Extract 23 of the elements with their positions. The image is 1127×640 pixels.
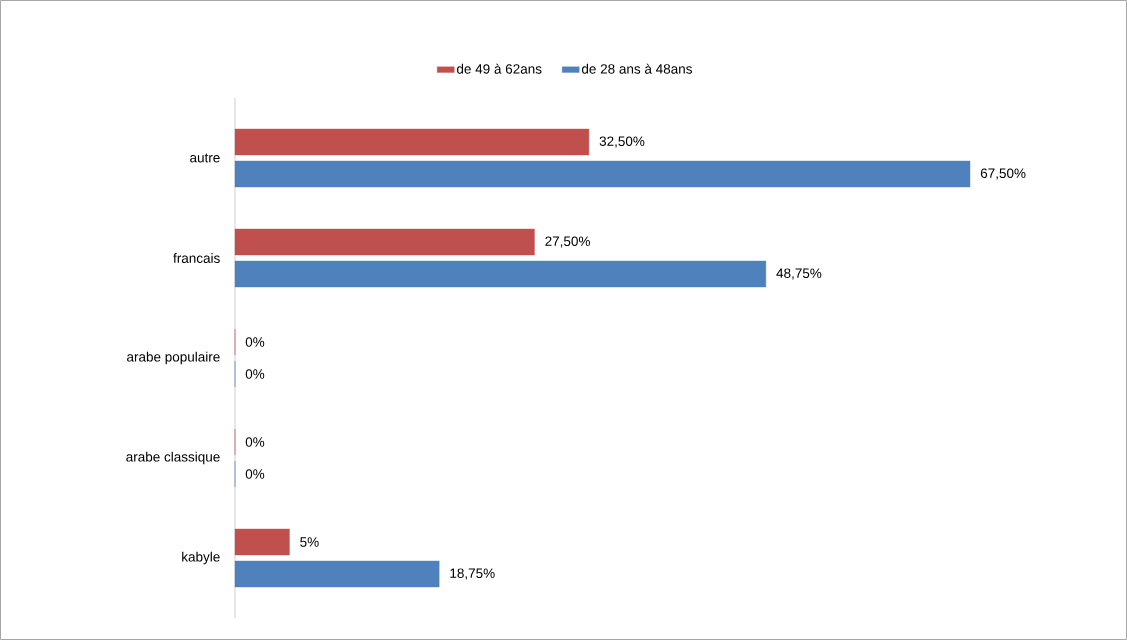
y-tick-label: kabyle xyxy=(182,551,220,565)
y-tick-label: autre xyxy=(190,153,220,163)
legend-label: de 28 ans à 48ans xyxy=(581,63,692,74)
y-tick-label: arabe classique xyxy=(126,451,220,465)
bar xyxy=(234,260,767,288)
data-label: 27,50% xyxy=(545,236,590,248)
data-label: 0% xyxy=(245,337,265,347)
data-label: 0% xyxy=(245,437,265,447)
bar xyxy=(234,528,290,556)
data-label: 32,50% xyxy=(599,136,645,148)
y-tick-label: arabe populaire xyxy=(127,351,220,365)
data-label: 0% xyxy=(245,369,265,379)
bar xyxy=(234,160,971,188)
data-label: 5% xyxy=(300,537,319,547)
bar xyxy=(234,560,440,588)
data-label: 48,75% xyxy=(776,268,822,280)
legend-label: de 49 à 62ans xyxy=(456,63,542,74)
data-label: 67,50% xyxy=(980,168,1026,180)
y-tick-label: francais xyxy=(173,253,220,263)
data-label: 18,75% xyxy=(450,568,495,580)
bar xyxy=(234,128,590,156)
bar xyxy=(234,228,535,256)
data-label: 0% xyxy=(245,469,265,479)
